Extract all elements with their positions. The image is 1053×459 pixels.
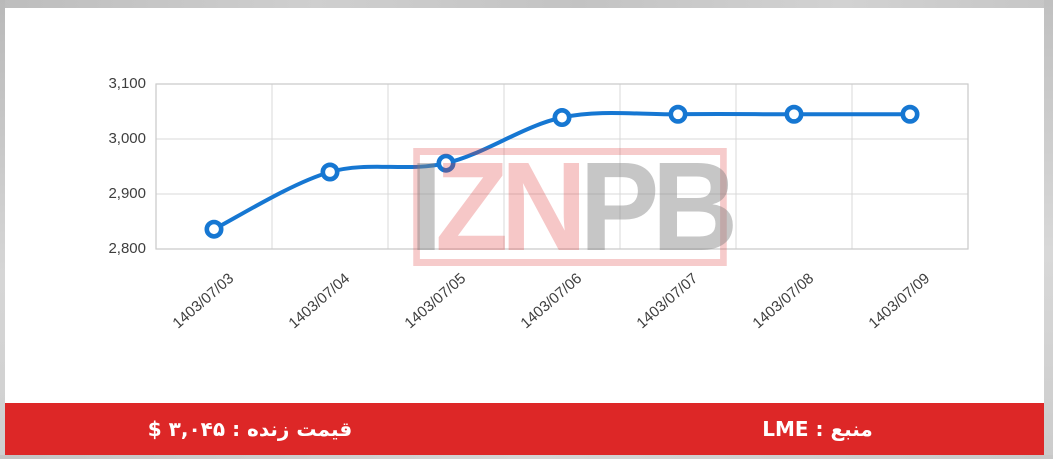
plot-border [155,83,969,250]
y-tick-label: 3,000 [108,130,146,147]
price-chart: 2,800 2,900 3,000 3,100 1403/07/03 1403/07/0… [108,75,969,332]
data-point[interactable] [436,153,456,173]
data-point[interactable] [552,108,572,128]
data-point[interactable] [204,219,224,239]
footer-bar: قیمت زنده : ۳,۰۴۵ $ منبع : LME [5,403,1044,455]
window-frame-top [0,0,1053,8]
y-tick-label: 2,900 [108,185,146,202]
price-line [212,111,912,232]
y-tick-label: 3,100 [108,75,146,92]
window-frame-bottom [0,455,1053,459]
chart-canvas [155,83,969,250]
data-point[interactable] [900,104,920,124]
data-point[interactable] [320,162,340,182]
data-point[interactable] [668,104,688,124]
source-label: منبع : LME [762,417,873,441]
y-tick-label: 2,800 [108,240,146,257]
window-frame-left [0,0,5,459]
data-point[interactable] [784,104,804,124]
live-price-label: قیمت زنده : ۳,۰۴۵ $ [147,417,353,441]
window-frame-right [1044,0,1053,459]
